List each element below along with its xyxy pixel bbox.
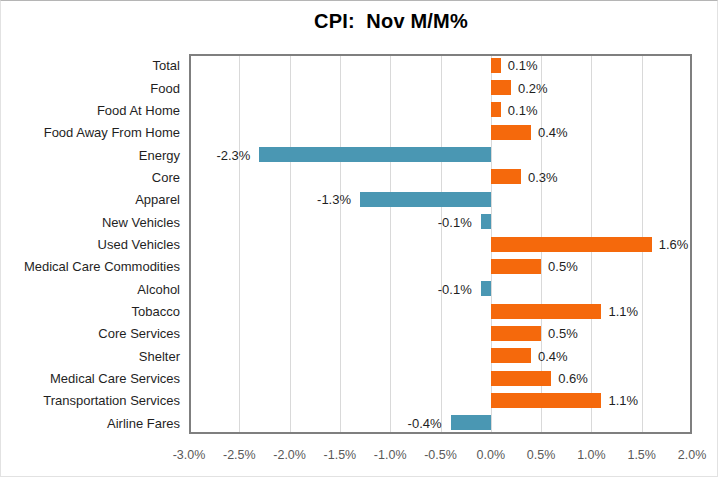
bar-core-services — [491, 326, 541, 341]
bar-value-label: 0.3% — [528, 169, 558, 184]
category-label: Total — [153, 58, 180, 73]
gridline — [390, 56, 391, 432]
gridline — [340, 56, 341, 432]
bar-value-label: -0.1% — [438, 281, 472, 296]
bar-medical-care-services — [491, 371, 551, 386]
bar-value-label: 0.5% — [548, 326, 578, 341]
category-label: Food — [150, 80, 180, 95]
category-label: Airline Fares — [107, 415, 180, 430]
bar-value-label: -0.1% — [438, 214, 472, 229]
category-label: Food Away From Home — [44, 125, 180, 140]
x-tick-label: 1.0% — [577, 448, 606, 462]
category-label: New Vehicles — [102, 214, 180, 229]
bar-value-label: -2.3% — [216, 147, 250, 162]
x-tick-label: 0.0% — [477, 448, 506, 462]
category-label: Transportation Services — [43, 393, 180, 408]
category-label: Used Vehicles — [98, 237, 180, 252]
bar-transportation-services — [491, 393, 602, 408]
bar-alcohol — [481, 281, 491, 296]
bar-value-label: 0.1% — [508, 58, 538, 73]
bar-used-vehicles — [491, 237, 652, 252]
bar-value-label: 1.6% — [659, 237, 689, 252]
bar-airline-fares — [451, 415, 491, 430]
bar-food-away-from-home — [491, 125, 531, 140]
bar-energy — [259, 147, 490, 162]
category-label: Core — [152, 169, 180, 184]
bar-new-vehicles — [481, 214, 491, 229]
category-label: Shelter — [139, 348, 180, 363]
category-label: Tobacco — [132, 304, 180, 319]
bar-value-label: -1.3% — [317, 192, 351, 207]
x-tick-label: 1.5% — [627, 448, 656, 462]
category-label: Core Services — [98, 326, 180, 341]
bar-medical-care-commodities — [491, 259, 541, 274]
bar-value-label: 0.4% — [538, 348, 568, 363]
chart-title: CPI: Nov M/M% — [1, 10, 717, 33]
category-label: Apparel — [135, 192, 180, 207]
x-tick-label: 0.5% — [527, 448, 556, 462]
bar-food — [491, 80, 511, 95]
x-tick-label: -0.5% — [424, 448, 457, 462]
bar-core — [491, 169, 521, 184]
cpi-bar-chart: CPI: Nov M/M% Total Food Food At Home Food … — [0, 0, 718, 477]
bar-shelter — [491, 348, 531, 363]
bar-value-label: 1.1% — [608, 304, 638, 319]
bar-value-label: 0.2% — [518, 80, 548, 95]
category-label: Alcohol — [137, 281, 180, 296]
x-tick-label: -1.5% — [324, 448, 357, 462]
category-label: Energy — [139, 147, 180, 162]
bar-value-label: 0.6% — [558, 371, 588, 386]
x-tick-label: -1.0% — [374, 448, 407, 462]
x-tick-label: -2.5% — [223, 448, 256, 462]
category-label: Medical Care Services — [50, 371, 180, 386]
bar-apparel — [360, 192, 491, 207]
x-tick-label: -3.0% — [173, 448, 206, 462]
bar-value-label: 0.1% — [508, 102, 538, 117]
bar-value-label: 0.4% — [538, 125, 568, 140]
category-label: Medical Care Commodities — [24, 259, 180, 274]
bar-tobacco — [491, 304, 602, 319]
bar-value-label: 1.1% — [608, 393, 638, 408]
gridline — [239, 56, 240, 432]
bar-value-label: -0.4% — [408, 415, 442, 430]
gridline — [290, 56, 291, 432]
bar-total — [491, 58, 501, 73]
x-tick-label: 2.0% — [678, 448, 707, 462]
x-tick-label: -2.0% — [273, 448, 306, 462]
category-label: Food At Home — [97, 102, 180, 117]
gridline — [441, 56, 442, 432]
bar-value-label: 0.5% — [548, 259, 578, 274]
bar-food-at-home — [491, 102, 501, 117]
